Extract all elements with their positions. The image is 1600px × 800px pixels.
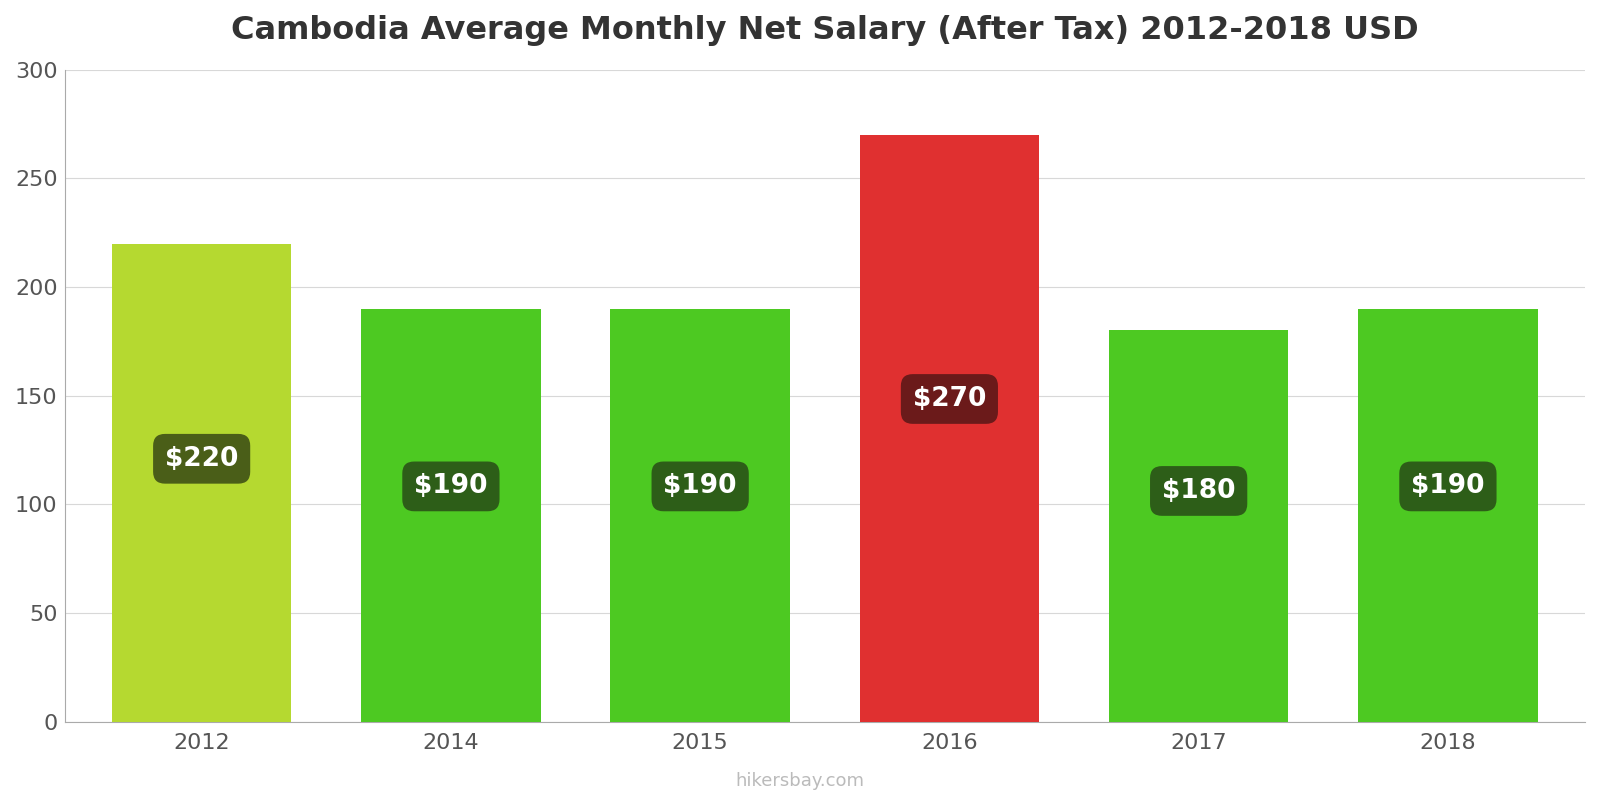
Text: $190: $190 <box>664 474 738 499</box>
Text: hikersbay.com: hikersbay.com <box>736 773 864 790</box>
Bar <box>362 309 541 722</box>
Text: $180: $180 <box>1162 478 1235 504</box>
Title: Cambodia Average Monthly Net Salary (After Tax) 2012-2018 USD: Cambodia Average Monthly Net Salary (Aft… <box>230 15 1419 46</box>
Text: $190: $190 <box>414 474 488 499</box>
Bar <box>1109 330 1288 722</box>
Text: $220: $220 <box>165 446 238 472</box>
Bar <box>1358 309 1538 722</box>
Text: $270: $270 <box>912 386 986 412</box>
Bar <box>611 309 790 722</box>
Text: $190: $190 <box>1411 474 1485 499</box>
Bar <box>112 243 291 722</box>
Bar <box>859 134 1038 722</box>
